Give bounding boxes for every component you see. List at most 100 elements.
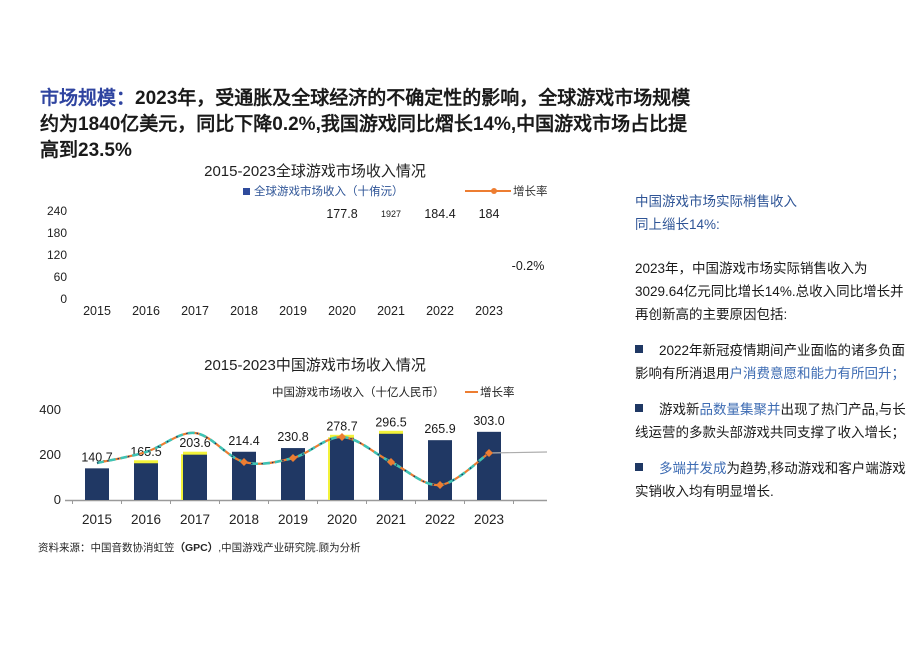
bar-value-label: 296.5 (375, 415, 406, 429)
legend-label: 全球游戏市场收入（十侑沅） (254, 186, 404, 198)
x-axis-year-label: 2020 (327, 512, 357, 527)
x-axis-year-label: 2023 (475, 304, 503, 318)
bar-value-label: 303.0 (473, 414, 504, 428)
x-axis-year-label: 2019 (279, 304, 307, 318)
growth-line-tail (488, 451, 548, 454)
bar-cap (183, 451, 207, 455)
legend-label: 中国游戏市场收入（十亿人民币） (272, 387, 445, 399)
x-axis-year-label: 2022 (425, 512, 455, 527)
data-label: 177.8 (326, 207, 358, 221)
text-segment: 品数量集聚并 (699, 402, 781, 417)
growth-marker (436, 481, 444, 489)
bar-2015 (85, 468, 109, 500)
legend-label: 增长率 (480, 387, 515, 399)
panel-heading-line: 同上缁长14%: (635, 217, 720, 232)
text-segment: 为趋势,移动游戏和客户端游戏实销收入均有明显增长. (635, 461, 906, 499)
bar-2020 (330, 437, 354, 500)
bar-2023 (477, 431, 501, 500)
global-market-chart: 2015-2023全球游戏市场收入情况 全球游戏市场收入（十侑沅） 增长率 24… (35, 158, 620, 338)
bullet-item: 多端并发成为趋势,移动游戏和客户端游戏实销收入均有明显增长. (635, 457, 909, 503)
y-axis-tick-label: 0 (54, 492, 61, 507)
x-axis-year-label: 2017 (181, 304, 209, 318)
bar-2016 (134, 462, 158, 500)
bar-cap-left (328, 437, 330, 500)
x-axis-year-label: 2018 (230, 304, 258, 318)
legend-dot-icon (491, 188, 497, 194)
page-title: 市场规模：2023年，受通胀及全球经济的不确定性的影响，全球游戏市场规模约为18… (40, 86, 702, 164)
x-axis-year-label: 2015 (83, 304, 111, 318)
growth-marker (387, 458, 395, 466)
source-note: 资料来源：中国音数协消虹笠（GPC）,中国游戏产业研究院.顾为分析 (38, 540, 361, 555)
x-axis-year-label: 2020 (328, 304, 356, 318)
growth-marker (485, 449, 493, 457)
legend-bar-series: 中国游戏市场收入（十亿人民币） (272, 384, 445, 400)
bar-2017 (183, 454, 207, 500)
x-axis-year-label: 2021 (377, 304, 405, 318)
text-segment: 2023年，受通胀及全球经济的不确定性的影响，全球游戏市场规模约为1840亿美元… (40, 88, 691, 161)
y-axis-tick-label: 120 (46, 248, 67, 262)
text-segment: 多端并发成 (659, 461, 727, 476)
y-axis-tick-label: 60 (53, 270, 67, 284)
bar-cap (134, 460, 158, 464)
bullet-square-icon (635, 345, 643, 353)
x-axis-year-label: 2016 (131, 512, 161, 527)
y-axis-tick-label: 400 (39, 402, 61, 417)
x-axis-year-label: 2018 (229, 512, 259, 527)
text-segment: 市场规模： (40, 88, 136, 109)
growth-marker (240, 458, 248, 466)
legend-line-series: 增长率 (465, 183, 548, 199)
x-axis-year-label: 2021 (376, 512, 406, 527)
bar-value-label: 214.4 (228, 434, 259, 448)
y-axis-tick-label: 240 (46, 204, 67, 218)
x-axis-year-label: 2019 (278, 512, 308, 527)
x-axis-year-label: 2023 (474, 512, 504, 527)
text-segment: 户消费意愿和能力有所回升； (729, 366, 906, 381)
data-label: 1927 (380, 209, 402, 219)
x-axis-year-label: 2017 (180, 512, 210, 527)
y-axis-tick-label: 180 (46, 226, 67, 240)
panel-heading-line: 中国游戏市场实际梢售收入 (635, 194, 797, 209)
text-segment: （GPC） (174, 542, 219, 554)
bullet-text: 2022年新冠疫情期间产业面临的诸多负面影响有所消退用户消费意愿和能力有所回升； (635, 343, 905, 381)
x-axis-year-label: 2016 (132, 304, 160, 318)
china-market-chart: 2015-2023中国游戏市场收入情况 中国游戏市场收入（十亿人民币） 增长率 … (35, 352, 620, 537)
bullet-square-icon (635, 463, 643, 471)
text-segment: 出现了热门产品,与长线运营的多款头部游戏共同支撑了收入增长； (635, 402, 906, 440)
x-axis-year-label: 2022 (426, 304, 454, 318)
legend-line-icon (465, 391, 478, 393)
text-segment: ,中国游戏产业研究院.顾为分析 (218, 542, 361, 554)
y-axis-tick-label: 0 (60, 292, 67, 306)
bullet-item: 2022年新冠疫情期间产业面临的诸多负面影响有所消退用户消费意愿和能力有所回升； (635, 339, 909, 385)
plot-area: 240 180 120 60 0 2015 2016 2017 2018 2019 2020 2021… (35, 158, 620, 338)
legend-line-icon (465, 188, 511, 194)
legend-label: 增长率 (513, 186, 548, 198)
bar-cap-left (181, 454, 183, 500)
bar-value-label: 203.6 (179, 436, 210, 450)
text-segment: 游戏新 (659, 402, 700, 417)
side-panel: 中国游戏市场实际梢售收入 同上缁长14%: 2023年，中国游戏市场实际销售收入… (635, 190, 909, 516)
growth-marker (338, 433, 346, 441)
chart-title: 2015-2023全球游戏市场收入情况 (204, 163, 426, 180)
bullet-text: 游戏新品数量集聚并出现了热门产品,与长线运营的多款头部游戏共同支撑了收入增长； (635, 402, 906, 440)
bullet-square-icon (635, 404, 643, 412)
legend-square-icon (243, 187, 250, 195)
chart-title: 2015-2023中国游戏市场收入情况 (204, 357, 426, 374)
growth-marker (289, 454, 297, 462)
bar-value-label: 230.8 (277, 430, 308, 444)
data-label: 184 (478, 207, 500, 221)
bar-value-label: 265.9 (424, 422, 455, 436)
bullet-text: 多端并发成为趋势,移动游戏和客户端游戏实销收入均有明显增长. (635, 461, 906, 499)
y-axis-tick-label: 200 (39, 447, 61, 462)
panel-heading: 中国游戏市场实际梢售收入 同上缁长14%: (635, 190, 909, 236)
x-axis-year-label: 2015 (82, 512, 112, 527)
bullet-item: 游戏新品数量集聚并出现了热门产品,与长线运营的多款头部游戏共同支撑了收入增长； (635, 398, 909, 444)
bar-2022 (428, 440, 452, 500)
legend-line-series: 增长率 (465, 384, 515, 400)
legend-bar-series: 全球游戏市场收入（十侑沅） (243, 183, 404, 199)
data-label: 184.4 (424, 207, 456, 221)
growth-annotation: -0.2% (511, 259, 545, 273)
text-segment: 资料来源：中国音数协消虹笠 (38, 542, 175, 554)
panel-intro: 2023年，中国游戏市场实际销售收入为3029.64亿元同比增长14%.总收入同… (635, 261, 904, 322)
